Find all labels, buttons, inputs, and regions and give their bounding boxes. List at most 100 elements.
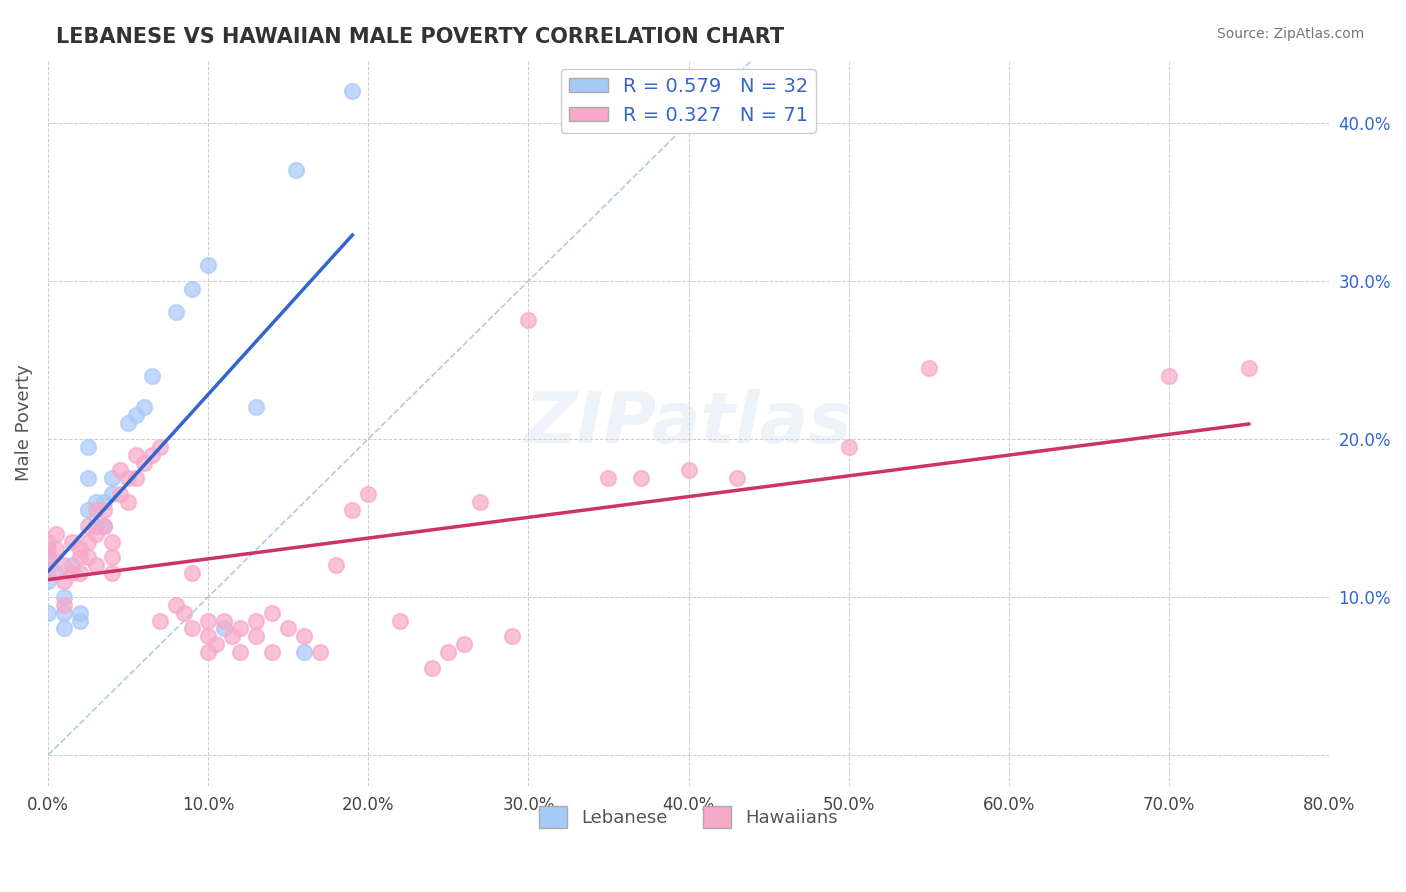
Point [60, 534, 83, 549]
Point [389, 614, 412, 628]
Point [262, 606, 284, 620]
Point [165, 305, 187, 319]
Point [53, 558, 76, 573]
Point [165, 598, 187, 612]
Point [110, 463, 132, 477]
Point [117, 416, 139, 430]
Point [181, 622, 204, 636]
Point [69, 550, 91, 565]
Point [149, 614, 172, 628]
Point [45, 526, 67, 541]
Point [69, 566, 91, 581]
Point [69, 542, 91, 557]
Point [101, 550, 124, 565]
Point [37, 574, 59, 588]
Point [277, 622, 299, 636]
Point [93, 518, 115, 533]
Point [101, 534, 124, 549]
Point [53, 622, 76, 636]
Text: Source: ZipAtlas.com: Source: ZipAtlas.com [1216, 27, 1364, 41]
Text: ZIPatlas: ZIPatlas [524, 389, 852, 458]
Point [630, 471, 652, 485]
Point [101, 566, 124, 581]
Point [1157, 368, 1180, 383]
Point [134, 401, 156, 415]
Point [60, 566, 83, 581]
Point [205, 637, 228, 651]
Point [84, 495, 107, 509]
Point [725, 471, 748, 485]
Text: LEBANESE VS HAWAIIAN MALE POVERTY CORRELATION CHART: LEBANESE VS HAWAIIAN MALE POVERTY CORREL… [56, 27, 785, 46]
Point [77, 518, 100, 533]
Point [173, 606, 195, 620]
Point [45, 566, 67, 581]
Point [84, 503, 107, 517]
Point [117, 471, 139, 485]
Point [422, 661, 444, 675]
Point [197, 258, 219, 272]
Point [262, 645, 284, 659]
Point [53, 574, 76, 588]
Point [197, 645, 219, 659]
Point [838, 440, 860, 454]
Point [125, 408, 148, 422]
Point [342, 503, 364, 517]
Point [181, 282, 204, 296]
Point [84, 518, 107, 533]
Point [84, 558, 107, 573]
Point [221, 629, 243, 643]
Point [125, 471, 148, 485]
Point [917, 360, 939, 375]
Point [1237, 360, 1260, 375]
Point [292, 645, 315, 659]
Point [125, 448, 148, 462]
Point [245, 401, 267, 415]
Point [77, 471, 100, 485]
Point [678, 463, 700, 477]
Point [437, 645, 460, 659]
Legend: Lebanese, Hawaiians: Lebanese, Hawaiians [533, 799, 845, 836]
Point [214, 614, 236, 628]
Point [37, 534, 59, 549]
Point [325, 558, 347, 573]
Point [149, 440, 172, 454]
Point [93, 495, 115, 509]
Point [93, 518, 115, 533]
Point [101, 471, 124, 485]
Point [598, 471, 620, 485]
Y-axis label: Male Poverty: Male Poverty [15, 365, 32, 482]
Point [342, 84, 364, 98]
Point [229, 622, 252, 636]
Point [181, 566, 204, 581]
Point [37, 550, 59, 565]
Point [53, 598, 76, 612]
Point [229, 645, 252, 659]
Point [37, 566, 59, 581]
Point [245, 629, 267, 643]
Point [134, 456, 156, 470]
Point [37, 542, 59, 557]
Point [141, 448, 163, 462]
Point [197, 629, 219, 643]
Point [309, 645, 332, 659]
Point [45, 542, 67, 557]
Point [357, 487, 380, 501]
Point [110, 487, 132, 501]
Point [197, 614, 219, 628]
Point [285, 163, 308, 178]
Point [69, 614, 91, 628]
Point [470, 495, 492, 509]
Point [60, 558, 83, 573]
Point [53, 606, 76, 620]
Point [84, 526, 107, 541]
Point [53, 590, 76, 604]
Point [292, 629, 315, 643]
Point [101, 487, 124, 501]
Point [501, 629, 523, 643]
Point [453, 637, 475, 651]
Point [77, 534, 100, 549]
Point [77, 440, 100, 454]
Point [77, 550, 100, 565]
Point [37, 550, 59, 565]
Point [77, 503, 100, 517]
